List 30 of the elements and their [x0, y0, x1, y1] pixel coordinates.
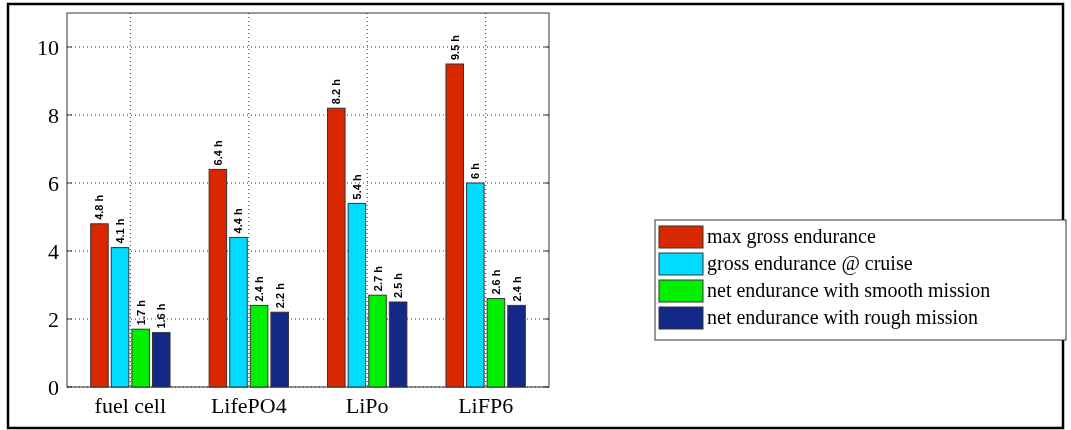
data-label: 9.5 h — [448, 34, 461, 60]
x-tick-label: LiPo — [345, 393, 389, 418]
y-tick-label: 4 — [48, 238, 59, 264]
data-label: 4.8 h — [93, 194, 106, 220]
legend-label: gross endurance @ cruise — [707, 252, 913, 275]
y-tick-label: 10 — [37, 34, 59, 60]
data-label: 2.2 h — [273, 282, 286, 309]
y-tick-label: 6 — [48, 170, 59, 196]
data-label: 2.4 h — [253, 276, 266, 302]
x-tick-label: LiFP6 — [458, 393, 514, 418]
data-label: 4.1 h — [114, 218, 127, 244]
legend-label: max gross endurance — [707, 225, 876, 248]
y-tick-label: 8 — [48, 102, 59, 128]
x-tick-label: LifePO4 — [210, 393, 287, 418]
data-label: 4.4 h — [232, 208, 245, 234]
data-label: 1.7 h — [134, 299, 147, 326]
data-label: 1.6 h — [155, 303, 168, 329]
y-tick-label: 2 — [48, 306, 59, 332]
data-label: 6.4 h — [211, 140, 224, 166]
data-label: 2.6 h — [489, 269, 502, 295]
legend-label: net endurance with rough mission — [707, 306, 979, 329]
legend-label: net endurance with smooth mission — [707, 279, 991, 301]
data-label: 8.2 h — [330, 78, 343, 105]
x-tick-label: fuel cell — [94, 393, 167, 418]
data-label: 2.5 h — [392, 272, 405, 298]
data-label: 2.7 h — [371, 265, 384, 292]
data-label: 6 h — [469, 162, 482, 179]
y-tick-label: 0 — [48, 374, 59, 400]
data-label: 5.4 h — [350, 174, 363, 200]
data-label: 2.4 h — [510, 276, 523, 302]
